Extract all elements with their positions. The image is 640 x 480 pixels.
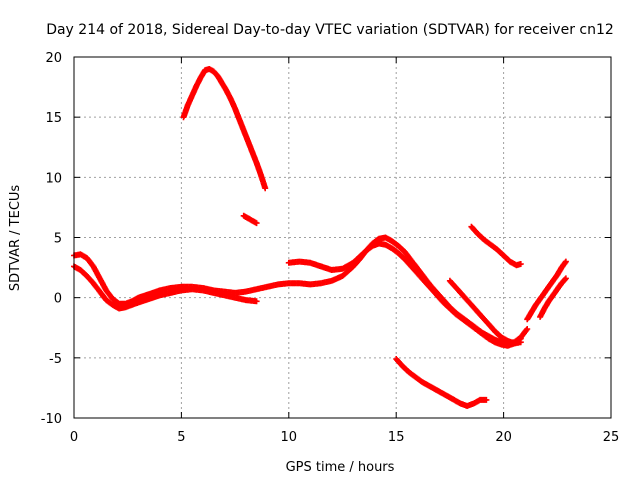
data-point (517, 261, 524, 267)
x-tick-label: 10 (281, 430, 298, 445)
data-point (562, 258, 569, 265)
data-point (253, 220, 260, 227)
grid (74, 57, 611, 418)
x-tick-label: 0 (70, 430, 78, 445)
y-tick-label: -10 (41, 412, 62, 427)
y-tick-label: 20 (45, 51, 62, 66)
y-tick-label: -5 (49, 352, 62, 367)
y-tick-label: 5 (54, 232, 62, 247)
series-arc-9 (524, 258, 569, 323)
plot-frame (73, 56, 612, 419)
x-axis-label: GPS time / hours (286, 460, 395, 475)
series-arc-2 (240, 212, 260, 227)
series-arc-7 (468, 223, 524, 269)
chart-title: Day 214 of 2018, Sidereal Day-to-day VTE… (46, 22, 614, 38)
series-arc-5 (285, 240, 524, 349)
y-axis-label: SDTVAR / TECUs (8, 185, 23, 292)
series-arc-4 (71, 263, 260, 312)
data-point (483, 396, 490, 403)
series-arc-10 (537, 275, 569, 320)
series-arc-8 (393, 356, 490, 409)
x-tick-label: 25 (603, 430, 620, 445)
data-point (524, 326, 531, 332)
series-arc-1 (180, 66, 269, 192)
data-point (253, 298, 260, 305)
data-point (562, 276, 568, 283)
y-tick-label: 10 (45, 171, 62, 186)
y-tick-label: 15 (45, 111, 62, 126)
data-point (517, 339, 524, 346)
x-tick-label: 15 (388, 430, 405, 445)
data-point (262, 185, 269, 192)
x-tick-label: 5 (177, 430, 185, 445)
y-tick-label: 0 (54, 292, 62, 307)
data-points (71, 66, 569, 409)
data-point (562, 275, 569, 282)
tick-labels: 0 5 10 15 20 25 -10 -5 0 5 10 15 20 (41, 51, 620, 445)
series-arc-6 (446, 277, 524, 347)
x-tick-label: 20 (495, 430, 512, 445)
